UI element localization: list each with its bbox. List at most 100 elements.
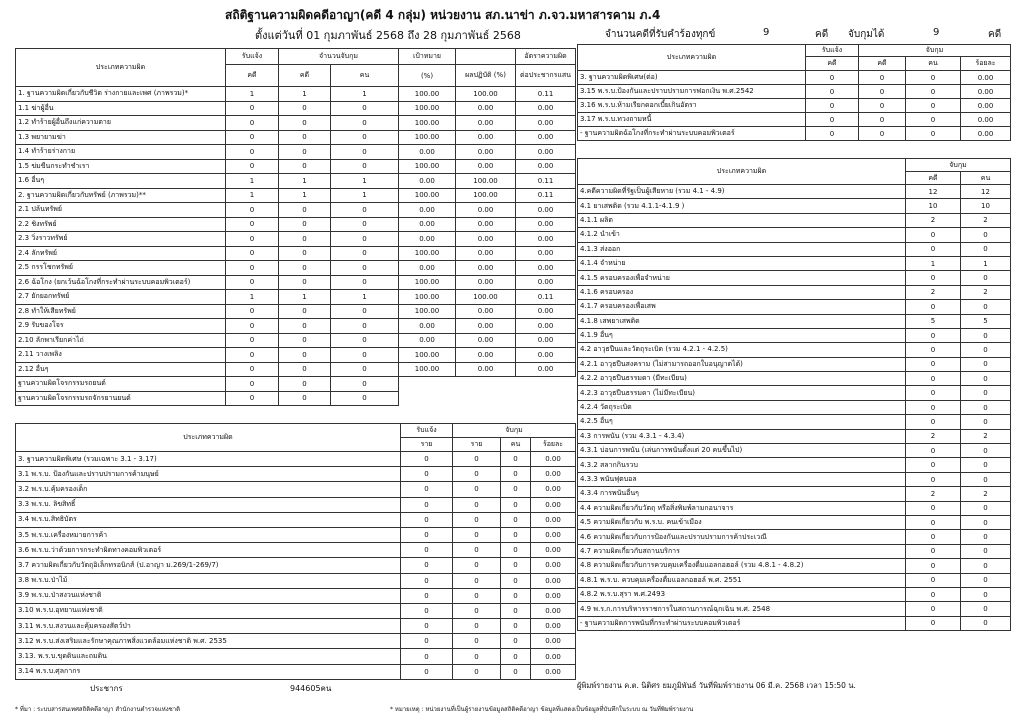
cell-value: 1 [225,86,279,102]
cell-value: 0 [225,376,279,392]
cell-value: 0 [500,557,531,574]
cell-value: 0 [905,385,961,401]
table-row: 4.1.5 ครอบครองเพื่อจำหน่าย 0 0 [577,270,1011,286]
cell-value: 0 [330,144,399,160]
cell-value: 0 [960,327,1011,344]
cell-value: 100.00 [455,289,516,305]
cell-value: 0 [278,303,331,319]
table-row: 4.1.8 เสพยาเสพติด 5 5 [577,313,1011,329]
cell-value: 0 [960,457,1011,473]
cell-value: 0 [330,303,399,319]
cell-value: 0.00 [455,144,516,160]
table-row: 2.8 ทำให้เสียทรัพย์ 0 0 0 100.00 0.00 0.00 [15,303,576,319]
cell-value: 0 [960,399,1011,416]
cell-value: 0 [500,496,531,513]
cell-value: 0 [330,361,399,377]
table-row: 2.2 ชิงทรัพย์ 0 0 0 0.00 0.00 0.00 [15,216,576,232]
cell-value: 0 [330,260,399,276]
row-label: 2.9 รับของโจร [15,318,226,334]
table-row: 3.1 พ.ร.บ. ป้องกันและปราบปรามการค้ามนุษย… [15,466,576,483]
table-row: 3.13. พ.ร.บ.ขุดดินและถมดิน 0 0 0 0.00 [15,648,576,665]
table-row: 3.12 พ.ร.บ.ส่งเสริมและรักษาคุณภาพสิ่งแวด… [15,633,576,650]
cell-value: 0.00 [530,618,576,635]
table-row: 4.8 ความผิดเกี่ยวกับการควบคุมเครื่องดื่ม… [577,558,1011,574]
table-row: - ฐานความผิดฉ้อโกงที่กระทำผ่านระบบคอมพิว… [577,126,1011,141]
cell-value: 100.00 [398,289,456,305]
table-row: 4.1.7 ครอบครองเพื่อเสพ 0 0 [577,299,1011,315]
row-label: 1.2 ทำร้ายผู้อื่นถึงแก่ความตาย [15,115,226,131]
cell-value: 0 [500,542,531,559]
table-row: 4.2.4 วัตถุระเบิด 0 0 [577,399,1011,416]
cell-value: 0 [225,303,279,319]
table-special-laws: ประเภทความผิด รับแจ้ง จับกุม ราย ราย คน ร้อยล… [15,423,576,680]
cell-value: 0.00 [398,173,456,189]
table-row: 4.1.3 ส่งออก 0 0 [577,241,1011,257]
cell-value: 0 [905,112,961,127]
cell-value: 0 [278,274,331,290]
cell-value: 0 [452,633,501,650]
table-row: 3.2 พ.ร.บ.คุ้มครองเด็ก 0 0 0 0.00 [15,481,576,498]
cell-value: 0 [278,231,331,247]
row-label: 2.11 วางเพลิง [15,347,226,363]
table-row: 2. ฐานความผิดเกี่ยวกับทรัพย์ (ภาพรวม)** 1… [15,187,576,203]
cell-value: 0.00 [455,216,516,232]
cell-value: 0.00 [530,648,576,665]
cell-value: 0 [400,663,453,680]
cell-value: 0 [225,245,279,261]
cell-value: 0.00 [455,332,516,348]
header-cell: รับแจ้ง [400,423,453,438]
cell-value: 0.00 [960,98,1011,113]
table-row: 4.2.1 อาวุธปืนสงคราม (ไม่สามารถออกใบอนุญ… [577,356,1011,373]
row-label: 1.1 ฆ่าผู้อื่น [15,100,226,116]
cell-value: 0 [400,481,453,498]
row-label: ฐานความผิดโจรกรรมรถจักรยานยนต์ [15,390,226,406]
cell-value: 0 [278,100,331,116]
row-label: 3.17 พ.ร.บ.ทวงถามหนี้ [577,112,806,127]
header-cell: ประเภทความผิด [15,423,401,452]
cell-value: 0 [452,542,501,559]
table-person-property: ประเภทความผิด รับแจ้ง จำนวนจับกุม เป้าหมาย อ… [15,48,576,406]
row-label: - ฐานความผิดการพนันที่กระทำผ่านระบบคอมพิ… [577,615,906,632]
table-row: 4.3.2 สลากกินรวบ 0 0 [577,457,1011,473]
cell-value: 100.00 [398,361,456,377]
cell-value: 0.00 [455,158,516,174]
row-label: 2.12 อื่นๆ [15,361,226,377]
cell-value: 0.11 [515,289,576,305]
cell-value: 0 [225,390,279,406]
cell-value: 0.00 [530,526,576,544]
cell-value: 100.00 [455,187,516,203]
cell-value: 0.00 [515,318,576,334]
cell-value: 0 [330,129,399,145]
cell-value: 0 [858,126,906,141]
cell-value: 0 [858,98,906,113]
cell-value: 0 [905,572,961,588]
cell-value: 1 [330,86,399,102]
cell-value: 10 [905,198,961,214]
cell-value: 0 [805,84,859,99]
row-label: 4.2.1 อาวุธปืนสงคราม (ไม่สามารถออกใบอนุญ… [577,356,906,373]
arrest-count: 9 [933,27,940,38]
cell-value: 0.11 [515,173,576,189]
cell-value: 0 [225,318,279,334]
cell-value: 2 [905,486,961,502]
cell-value: 100.00 [398,303,456,319]
row-label: 2.8 ทำให้เสียทรัพย์ [15,303,226,319]
row-label: 3.7 ความผิดเกี่ยวกับวัตถุอิเล็กทรอนิกส์ … [15,557,401,574]
cell-value: 0 [960,385,1011,401]
header-cell [455,48,516,65]
table-row: 2.6 ฉ้อโกง (ยกเว้นฉ้อโกงที่กระทำผ่านระบบ… [15,274,576,290]
table-row: 2.7 ยักยอกทรัพย์ 1 1 1 100.00 100.00 0.11 [15,289,576,305]
cell-value: 0 [400,557,453,574]
row-label: 2.6 ฉ้อโกง (ยกเว้นฉ้อโกงที่กระทำผ่านระบบ… [15,274,226,290]
cell-value: 0 [330,245,399,261]
header-cell: (%) [398,64,456,87]
cell-value: 0 [960,572,1011,588]
cell-value: 0 [905,514,961,531]
cell-value: 0 [960,299,1011,315]
cell-value: 0.00 [960,70,1011,85]
cell-value: 0.00 [398,332,456,348]
cell-value: 0 [858,84,906,99]
table-row: 2.10 ลักพาเรียกค่าไถ่ 0 0 0 0.00 0.00 0.00 [15,332,576,348]
cell-value: 1 [278,86,331,102]
